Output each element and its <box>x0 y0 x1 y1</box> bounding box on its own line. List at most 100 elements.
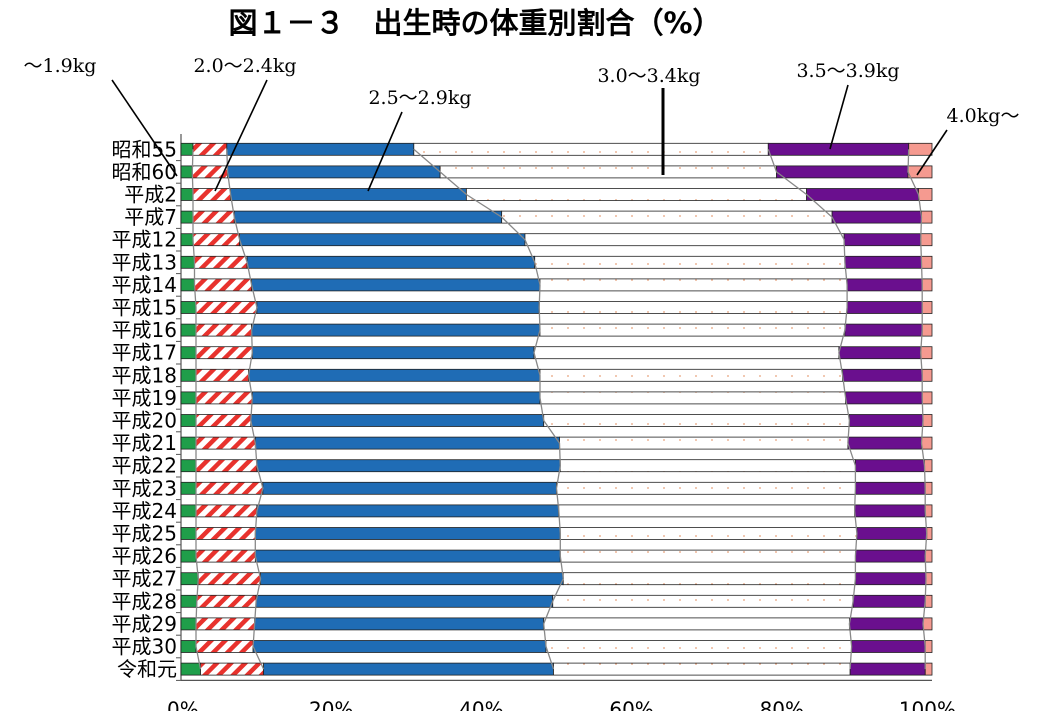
bar-segment <box>806 188 919 201</box>
bar-segment <box>180 210 194 224</box>
bar-segment <box>539 278 848 292</box>
bar-segment <box>552 594 854 608</box>
bar-segment <box>439 165 777 179</box>
category-label: 令和元 <box>117 657 177 681</box>
bar-segment <box>844 323 923 337</box>
bar-segment <box>254 617 545 631</box>
bar-segment <box>251 323 541 337</box>
bar-segment <box>195 527 256 540</box>
bar-segment <box>545 640 853 653</box>
bar-segment <box>233 210 503 224</box>
bar-segment <box>543 414 850 427</box>
category-label: 平成20 <box>112 409 177 433</box>
bar-segment <box>254 549 561 563</box>
bar-segment <box>251 346 535 360</box>
bar-segment <box>848 414 924 427</box>
bar-segment <box>195 504 258 518</box>
category-label: 昭和60 <box>112 160 177 184</box>
boundary-connector <box>413 148 564 670</box>
bar-segment <box>251 278 541 292</box>
bar-segment <box>854 481 926 495</box>
bar-segment <box>556 481 856 495</box>
bar-segment <box>924 662 933 676</box>
bar-segment <box>195 391 253 405</box>
bar-segment <box>180 527 197 540</box>
bar-segment <box>922 414 933 427</box>
x-tick-label: 0% <box>167 697 199 711</box>
bar-segment <box>251 391 541 405</box>
bar-segment <box>200 662 265 676</box>
bar-segment <box>195 368 249 382</box>
bar-segment <box>195 436 256 450</box>
bar-segment <box>846 301 923 314</box>
category-label: 平成7 <box>124 205 177 229</box>
bar-segment <box>256 504 560 518</box>
bar-segment <box>413 142 769 156</box>
bar-segment <box>192 188 231 201</box>
bar-segment <box>924 481 933 495</box>
bar-segment <box>195 459 258 473</box>
bar-segment <box>180 323 197 337</box>
callout-leader-line <box>916 129 948 176</box>
category-label: 平成15 <box>112 296 177 320</box>
bar-segment <box>843 233 922 247</box>
bar-segment <box>925 572 933 586</box>
bar-segment <box>539 323 846 337</box>
bar-segment <box>252 640 547 653</box>
bar-segment <box>924 640 933 653</box>
callout-leader-line <box>829 84 849 150</box>
category-label: 平成21 <box>112 431 177 455</box>
x-ticks: 0% 20% 40% 60% 80% 100% <box>167 697 956 711</box>
bar-segment <box>851 640 926 653</box>
bar-segment <box>239 233 526 247</box>
boundary-connector <box>226 149 265 670</box>
bar-segment <box>924 549 933 563</box>
bar-segment <box>180 459 197 473</box>
bar-segment <box>195 617 255 631</box>
bar-segment <box>921 301 933 314</box>
bar-segment <box>248 368 541 382</box>
bar-segment <box>559 527 858 540</box>
category-label: 平成24 <box>112 499 177 523</box>
bar-segment <box>538 301 848 314</box>
bar-segment <box>246 255 536 269</box>
series-label: 3.5～3.9kg <box>796 60 899 82</box>
bar-segment <box>842 368 923 382</box>
bar-segment <box>854 549 926 563</box>
bar-segment <box>924 459 933 473</box>
bar-segment <box>921 436 933 450</box>
category-label: 平成2 <box>124 183 177 207</box>
bar-segment <box>559 436 849 450</box>
bar-segment <box>847 436 922 450</box>
bar-segment <box>180 481 197 495</box>
bar-segment <box>192 210 235 224</box>
callout-leader-line <box>111 79 178 177</box>
category-label: 平成18 <box>112 363 177 387</box>
bar-segment <box>180 301 197 314</box>
bar-segment <box>263 662 554 676</box>
series-label: 4.0kg～ <box>947 105 1020 127</box>
category-label: 平成28 <box>112 589 177 613</box>
bar-segment <box>254 436 560 450</box>
bar-segment <box>255 594 554 608</box>
x-tick-label: 40% <box>459 697 503 711</box>
bar-segment <box>197 572 262 586</box>
bar-segment <box>539 391 847 405</box>
bar-segment <box>256 301 540 314</box>
bar-segment <box>533 346 840 360</box>
bar-segment <box>921 323 933 337</box>
bar-segment <box>180 233 194 247</box>
bar-segment <box>924 594 933 608</box>
bar-segment <box>921 255 933 269</box>
bar-segment <box>924 504 933 518</box>
bar-segment <box>501 210 833 224</box>
category-label: 平成16 <box>112 318 177 342</box>
bar-segment <box>195 549 256 563</box>
category-label: 平成22 <box>112 454 177 478</box>
chart-title: 図１－３ 出生時の体重別割合（%） <box>228 6 721 40</box>
bar-segment <box>848 617 924 631</box>
category-label: 平成30 <box>112 635 177 659</box>
bar-segment <box>854 572 927 586</box>
callout-leader-line <box>214 79 268 192</box>
